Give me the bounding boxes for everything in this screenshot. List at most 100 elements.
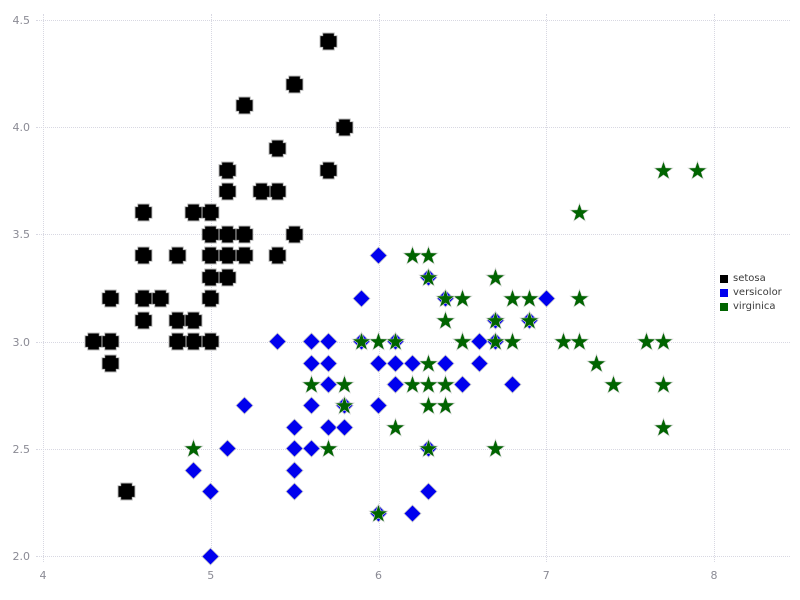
y-axis-tick-label: 4.0: [12, 121, 31, 135]
data-point-setosa: [201, 204, 220, 222]
y-gridline: [36, 448, 790, 450]
data-point-versicolor: [302, 353, 321, 373]
data-point-setosa: [218, 182, 237, 201]
data-point-setosa: [268, 246, 287, 265]
data-point-virginica: [368, 331, 389, 351]
data-point-virginica: [435, 288, 456, 309]
data-point-versicolor: [486, 311, 505, 330]
data-point-setosa: [218, 225, 237, 244]
data-point-virginica: [485, 331, 507, 351]
data-point-setosa: [134, 204, 153, 222]
data-point-virginica: [569, 202, 591, 223]
data-point-versicolor: [386, 375, 405, 394]
legend-swatch-icon: [720, 275, 728, 283]
data-point-versicolor: [436, 353, 455, 373]
data-point-setosa: [201, 268, 220, 287]
data-point-virginica: [334, 395, 356, 416]
data-point-virginica: [569, 288, 591, 309]
data-point-virginica: [384, 331, 406, 351]
data-point-virginica: [485, 267, 507, 287]
data-point-setosa: [235, 96, 254, 115]
data-point-versicolor: [419, 268, 438, 287]
data-point-setosa: [285, 75, 304, 94]
data-point-setosa: [168, 332, 187, 351]
data-point-versicolor: [369, 353, 388, 373]
data-point-versicolor: [302, 396, 321, 415]
legend-swatch-icon: [720, 289, 728, 297]
y-gridline: [36, 556, 790, 557]
data-point-versicolor: [486, 311, 505, 330]
legend-item-setosa[interactable]: setosa: [720, 272, 796, 286]
data-point-virginica: [569, 331, 591, 351]
legend-item-virginica[interactable]: virginica: [720, 300, 796, 314]
data-point-virginica: [384, 417, 406, 437]
data-point-setosa: [185, 311, 203, 330]
data-point-versicolor: [319, 375, 338, 394]
data-point-virginica: [183, 438, 205, 459]
data-point-virginica: [435, 309, 456, 330]
data-point-setosa: [134, 311, 153, 330]
data-point-setosa: [101, 332, 120, 351]
data-point-setosa: [218, 268, 237, 287]
data-point-virginica: [435, 374, 456, 394]
data-point-versicolor: [352, 332, 371, 351]
x-axis-tick-label: 4: [39, 569, 47, 582]
data-point-versicolor: [319, 375, 338, 394]
data-point-virginica: [552, 331, 574, 351]
data-point-virginica: [351, 331, 372, 351]
data-point-setosa: [168, 246, 187, 265]
data-point-virginica: [653, 374, 674, 394]
data-point-setosa: [319, 161, 338, 180]
data-point-virginica: [418, 245, 440, 266]
data-point-setosa: [151, 289, 170, 308]
data-point-versicolor: [218, 439, 237, 458]
data-point-setosa: [185, 204, 203, 222]
y-gridline: [36, 20, 790, 21]
data-point-virginica: [452, 331, 473, 351]
data-point-virginica: [586, 352, 607, 373]
x-axis-tick-label: 6: [375, 569, 382, 582]
data-point-versicolor: [201, 546, 220, 566]
data-point-virginica: [418, 352, 440, 373]
data-point-setosa: [218, 246, 237, 265]
data-point-virginica: [485, 309, 507, 330]
data-point-setosa: [285, 225, 304, 244]
x-gridline: [546, 14, 548, 562]
data-point-virginica: [401, 245, 423, 266]
data-point-versicolor: [335, 396, 355, 415]
data-point-versicolor: [537, 289, 556, 308]
y-axis-tick-label: 2.0: [12, 550, 31, 563]
data-point-versicolor: [268, 332, 287, 351]
legend-swatch-icon: [720, 303, 728, 311]
data-point-setosa: [117, 482, 136, 501]
y-axis-tick-label: 3.0: [12, 335, 31, 349]
legend-item-label: virginica: [733, 301, 776, 312]
legend-item-label: versicolor: [733, 287, 782, 298]
data-point-setosa: [201, 225, 220, 244]
x-gridline: [378, 14, 380, 562]
data-point-setosa: [101, 289, 120, 308]
y-axis-tick-label: 4.5: [12, 14, 31, 27]
data-point-virginica: [301, 374, 322, 394]
data-point-virginica: [636, 331, 658, 351]
data-point-setosa: [235, 246, 254, 265]
data-point-versicolor: [402, 353, 422, 373]
data-point-setosa: [168, 332, 187, 351]
data-point-virginica: [418, 395, 440, 416]
data-point-versicolor: [335, 396, 355, 415]
chart-legend: setosa versicolor virginica: [720, 272, 796, 314]
data-point-versicolor: [386, 332, 405, 351]
x-axis-tick-label: 8: [710, 569, 718, 582]
data-point-versicolor: [470, 353, 489, 373]
data-point-virginica: [418, 438, 440, 459]
legend-item-versicolor[interactable]: versicolor: [720, 286, 796, 300]
data-point-setosa: [84, 332, 103, 351]
data-point-versicolor: [486, 332, 505, 351]
data-point-virginica: [519, 288, 540, 309]
data-point-virginica: [485, 267, 507, 287]
x-gridline: [714, 14, 715, 562]
data-point-versicolor: [402, 504, 422, 523]
data-point-setosa: [218, 161, 237, 180]
data-point-setosa: [201, 246, 220, 265]
